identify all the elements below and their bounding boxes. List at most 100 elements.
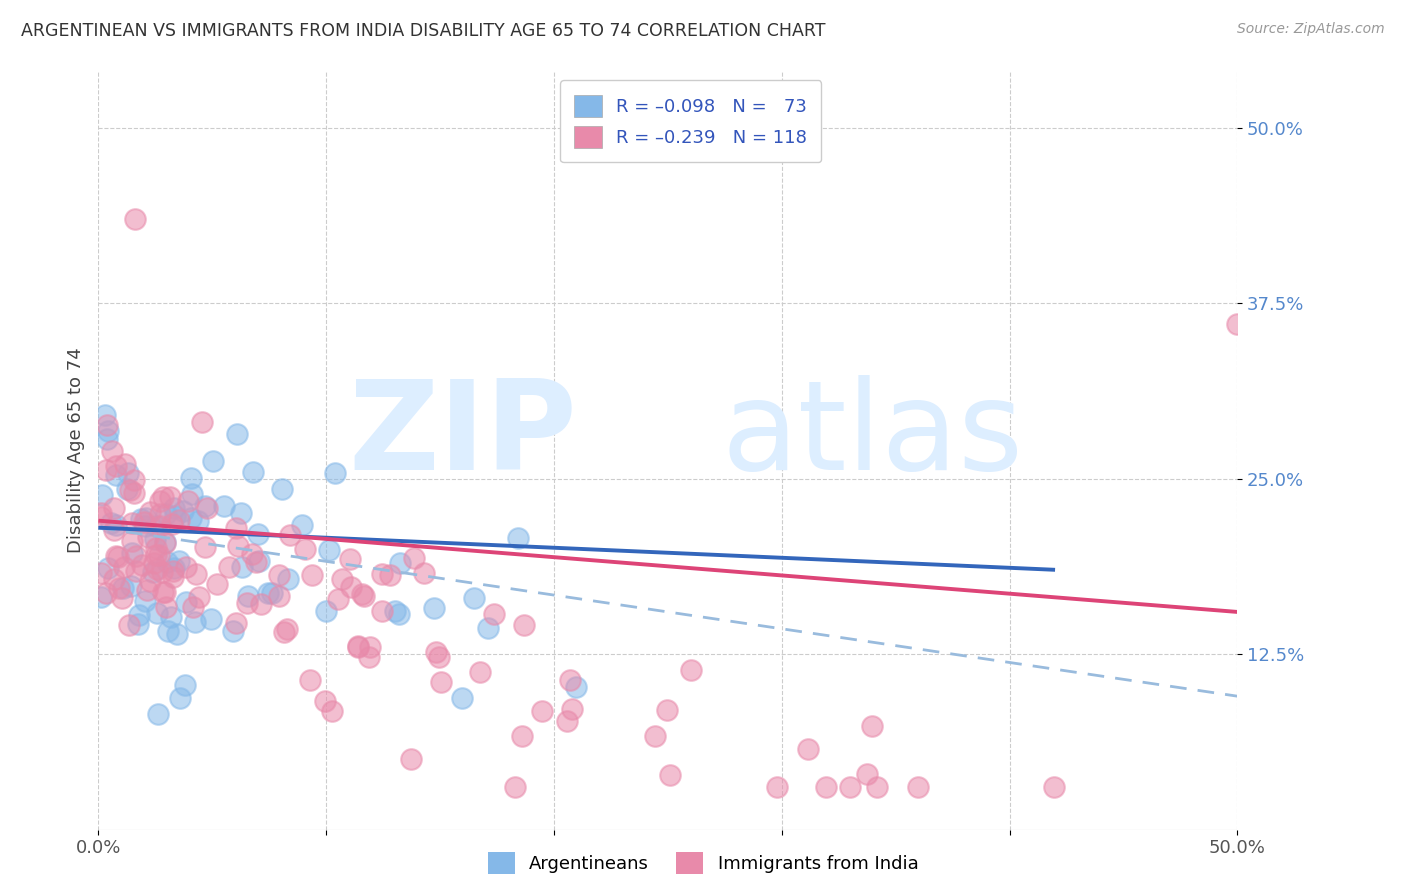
Point	[163, 500, 186, 515]
Point	[121, 546, 143, 560]
Point	[314, 694, 336, 708]
Point	[162, 564, 184, 578]
Point	[359, 640, 381, 654]
Point	[149, 519, 172, 533]
Point	[100, 516, 122, 530]
Point	[125, 564, 148, 578]
Point	[155, 599, 177, 614]
Point	[121, 516, 143, 531]
Point	[174, 677, 197, 691]
Point	[388, 607, 411, 621]
Point	[221, 624, 243, 639]
Point	[194, 540, 217, 554]
Point	[378, 567, 401, 582]
Point	[191, 415, 214, 429]
Point	[276, 622, 298, 636]
Point	[463, 591, 485, 605]
Point	[839, 780, 862, 795]
Point	[146, 607, 169, 621]
Point	[155, 535, 177, 549]
Point	[111, 591, 134, 606]
Point	[156, 555, 179, 569]
Point	[856, 767, 879, 781]
Point	[231, 560, 253, 574]
Point	[352, 587, 374, 601]
Y-axis label: Disability Age 65 to 74: Disability Age 65 to 74	[66, 348, 84, 553]
Point	[291, 518, 314, 533]
Point	[148, 548, 170, 562]
Point	[184, 566, 207, 581]
Point	[162, 516, 184, 531]
Point	[451, 690, 474, 705]
Point	[326, 592, 349, 607]
Point	[97, 561, 120, 575]
Point	[188, 591, 211, 605]
Point	[132, 515, 155, 529]
Point	[765, 780, 787, 795]
Point	[561, 701, 583, 715]
Point	[167, 513, 190, 527]
Text: Source: ZipAtlas.com: Source: ZipAtlas.com	[1237, 22, 1385, 37]
Point	[236, 596, 259, 610]
Point	[226, 427, 249, 442]
Point	[117, 617, 139, 632]
Point	[136, 530, 159, 544]
Point	[270, 482, 292, 496]
Point	[681, 663, 703, 677]
Point	[127, 617, 149, 632]
Point	[269, 568, 291, 582]
Point	[121, 533, 143, 548]
Point	[318, 543, 340, 558]
Point	[205, 577, 228, 591]
Point	[165, 508, 187, 523]
Point	[505, 780, 527, 795]
Point	[120, 579, 142, 593]
Point	[187, 514, 209, 528]
Point	[530, 704, 553, 718]
Point	[124, 211, 146, 226]
Point	[195, 501, 218, 516]
Point	[353, 589, 375, 603]
Legend: R = –0.098   N =   73, R = –0.239   N = 118: R = –0.098 N = 73, R = –0.239 N = 118	[560, 80, 821, 162]
Point	[129, 511, 152, 525]
Point	[399, 752, 422, 766]
Text: atlas: atlas	[721, 375, 1024, 496]
Point	[657, 703, 679, 717]
Point	[143, 556, 166, 570]
Point	[103, 572, 125, 586]
Point	[163, 561, 186, 575]
Point	[105, 458, 128, 473]
Point	[249, 598, 271, 612]
Point	[159, 609, 181, 624]
Point	[105, 517, 128, 532]
Point	[184, 615, 207, 629]
Point	[249, 554, 271, 568]
Point	[294, 542, 316, 557]
Point	[94, 408, 117, 422]
Point	[425, 645, 447, 659]
Point	[246, 527, 269, 541]
Text: ARGENTINEAN VS IMMIGRANTS FROM INDIA DISABILITY AGE 65 TO 74 CORRELATION CHART: ARGENTINEAN VS IMMIGRANTS FROM INDIA DIS…	[21, 22, 825, 40]
Point	[218, 560, 240, 574]
Point	[180, 487, 202, 501]
Point	[278, 528, 301, 542]
Point	[94, 586, 117, 600]
Point	[225, 615, 247, 630]
Point	[145, 548, 167, 562]
Point	[229, 506, 252, 520]
Point	[131, 558, 153, 572]
Point	[172, 504, 194, 518]
Point	[134, 519, 156, 533]
Point	[166, 627, 188, 641]
Point	[468, 665, 491, 679]
Point	[240, 547, 263, 561]
Point	[148, 706, 170, 721]
Point	[155, 507, 177, 521]
Point	[149, 494, 172, 508]
Point	[557, 714, 579, 728]
Point	[125, 549, 148, 563]
Point	[214, 499, 236, 513]
Point	[225, 520, 247, 534]
Point	[180, 511, 202, 525]
Point	[112, 581, 135, 595]
